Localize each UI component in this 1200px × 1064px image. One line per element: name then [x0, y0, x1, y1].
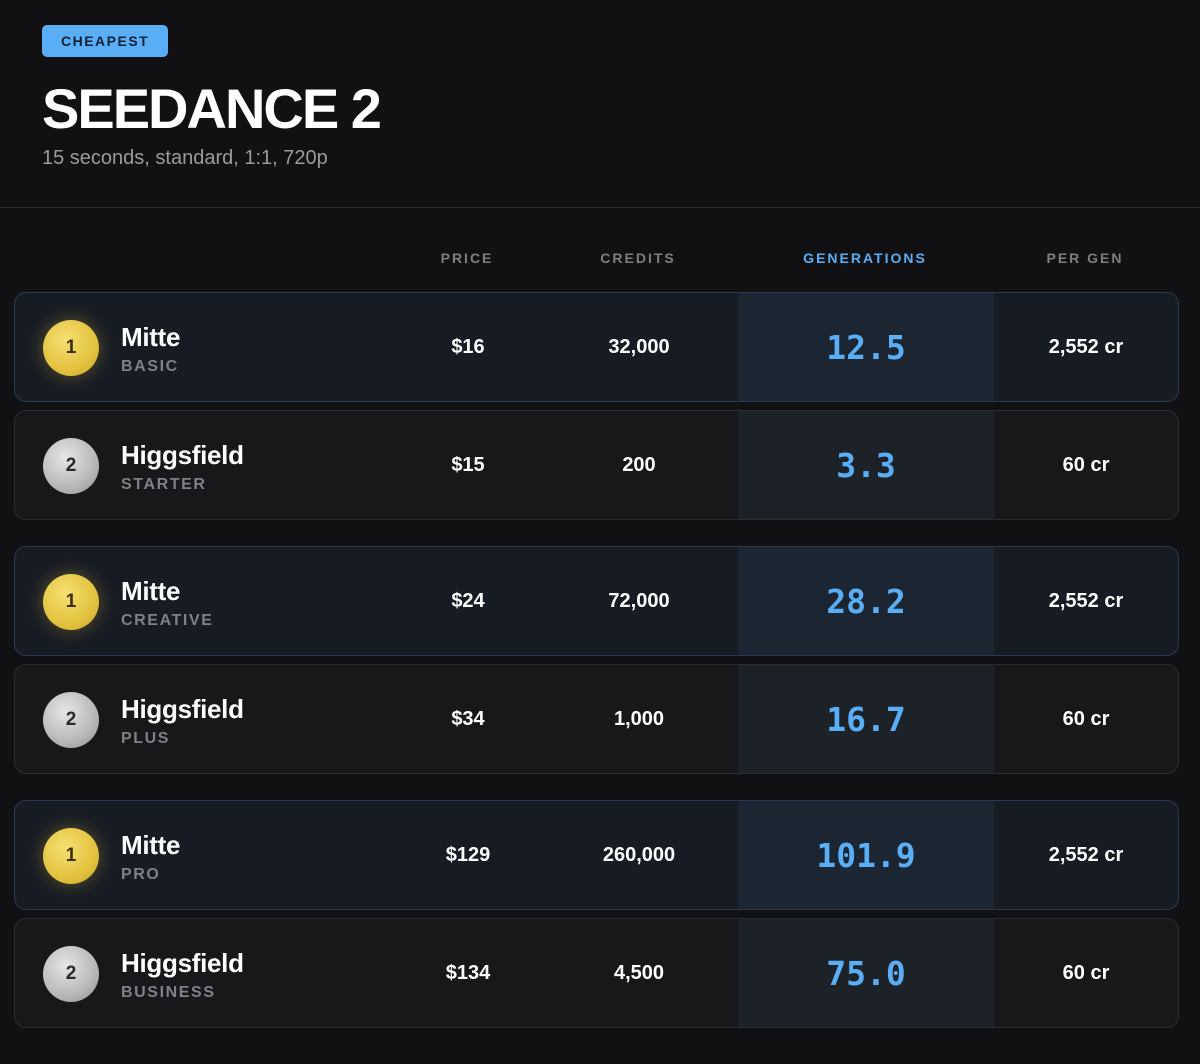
generations-cell-bg — [738, 547, 994, 655]
column-header-per-gen: PER GEN — [1046, 250, 1124, 266]
table-row: 1 Mitte BASIC $16 32,000 12.5 2,552 cr — [14, 292, 1179, 402]
generations-cell-bg — [738, 411, 994, 519]
provider-name: Mitte — [121, 322, 181, 352]
silver-medal-icon: 2 — [43, 438, 99, 494]
header-divider — [0, 207, 1200, 208]
column-header-price: PRICE — [440, 250, 494, 266]
comparison-table: 1 Mitte BASIC $16 32,000 12.5 2,552 cr 2… — [14, 292, 1179, 1054]
price-value: $129 — [445, 843, 491, 866]
per-gen-value: 2,552 cr — [1048, 843, 1124, 866]
per-gen-value: 2,552 cr — [1048, 335, 1124, 358]
plan-name: PRO — [121, 866, 161, 883]
generations-cell-bg — [738, 665, 994, 773]
column-headers: PRICE CREDITS GENERATIONS PER GEN — [0, 250, 1200, 270]
price-value: $15 — [451, 453, 485, 476]
credits-value: 4,500 — [613, 961, 665, 984]
plan-name: BUSINESS — [121, 984, 216, 1001]
page-subtitle: 15 seconds, standard, 1:1, 720p — [42, 147, 328, 169]
page-title: SEEDANCE 2 — [42, 77, 382, 140]
provider-name: Mitte — [121, 576, 181, 606]
plan-name: PLUS — [121, 730, 171, 747]
price-value: $24 — [451, 589, 485, 612]
price-value: $16 — [451, 335, 485, 358]
credits-value: 260,000 — [602, 843, 676, 866]
provider-name: Higgsfield — [121, 694, 244, 724]
per-gen-value: 60 cr — [1062, 707, 1110, 730]
table-row: 1 Mitte CREATIVE $24 72,000 28.2 2,552 c… — [14, 546, 1179, 656]
table-row: 2 Higgsfield BUSINESS $134 4,500 75.0 60… — [14, 918, 1179, 1028]
comparison-group: 1 Mitte PRO $129 260,000 101.9 2,552 cr … — [14, 800, 1179, 1028]
plan-name: STARTER — [121, 476, 207, 493]
generations-value: 16.7 — [826, 699, 906, 739]
silver-medal-icon: 2 — [43, 692, 99, 748]
table-row: 2 Higgsfield STARTER $15 200 3.3 60 cr — [14, 410, 1179, 520]
table-row: 2 Higgsfield PLUS $34 1,000 16.7 60 cr — [14, 664, 1179, 774]
plan-name: BASIC — [121, 358, 179, 375]
generations-cell-bg — [738, 801, 994, 909]
per-gen-value: 60 cr — [1062, 961, 1110, 984]
generations-value: 28.2 — [826, 581, 906, 621]
generations-value: 75.0 — [826, 953, 906, 993]
credits-value: 1,000 — [613, 707, 665, 730]
gold-medal-icon: 1 — [43, 828, 99, 884]
column-header-generations: GENERATIONS — [803, 250, 927, 266]
cheapest-badge: CHEAPEST — [42, 25, 169, 57]
page-header: CHEAPEST SEEDANCE 2 15 seconds, standard… — [42, 25, 1162, 170]
provider-name: Mitte — [121, 830, 181, 860]
gold-medal-icon: 1 — [43, 574, 99, 630]
generations-value: 101.9 — [816, 835, 916, 875]
column-header-credits: CREDITS — [600, 250, 676, 266]
price-value: $134 — [445, 961, 491, 984]
silver-medal-icon: 2 — [43, 946, 99, 1002]
generations-value: 12.5 — [826, 327, 906, 367]
credits-value: 72,000 — [608, 589, 670, 612]
gold-medal-icon: 1 — [43, 320, 99, 376]
comparison-group: 1 Mitte BASIC $16 32,000 12.5 2,552 cr 2… — [14, 292, 1179, 520]
provider-name: Higgsfield — [121, 440, 244, 470]
provider-name: Higgsfield — [121, 948, 244, 978]
per-gen-value: 2,552 cr — [1048, 589, 1124, 612]
plan-name: CREATIVE — [121, 612, 214, 629]
price-value: $34 — [451, 707, 485, 730]
comparison-group: 1 Mitte CREATIVE $24 72,000 28.2 2,552 c… — [14, 546, 1179, 774]
table-row: 1 Mitte PRO $129 260,000 101.9 2,552 cr — [14, 800, 1179, 910]
credits-value: 32,000 — [608, 335, 670, 358]
credits-value: 200 — [622, 453, 656, 476]
per-gen-value: 60 cr — [1062, 453, 1110, 476]
generations-cell-bg — [738, 919, 994, 1027]
generations-cell-bg — [738, 293, 994, 401]
generations-value: 3.3 — [836, 445, 896, 485]
